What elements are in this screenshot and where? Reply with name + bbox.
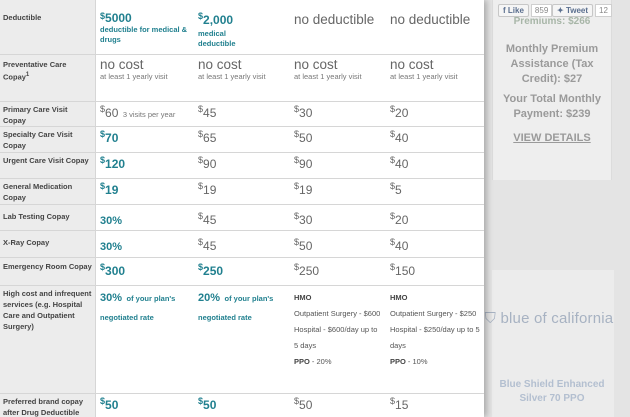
table-row-lab-testing: Lab Testing Copay 30% $45 $30 $20 (0, 205, 484, 231)
cell-medication-plan4: $5 (390, 181, 402, 197)
row-label: Preferred brand copay after Drug Deducti… (0, 394, 96, 417)
facebook-icon: f (503, 6, 506, 15)
value: no deductible (390, 12, 471, 27)
tweet-button[interactable]: ✦ Tweet (552, 4, 594, 17)
cell-specialty-plan1: $70 (100, 129, 119, 145)
cell-urgent-plan2: $90 (198, 155, 217, 171)
table-row-preferred-brand: Preferred brand copay after Drug Deducti… (0, 394, 484, 417)
cell-deductible-plan3: no deductible (290, 0, 386, 54)
twitter-bird-icon: ✦ (557, 6, 564, 15)
view-details-link[interactable]: VIEW DETAILS (513, 132, 591, 144)
plan-name[interactable]: Blue Shield Enhanced Silver 70 PPO (499, 379, 605, 404)
cell-xray-plan1: 30% (100, 241, 123, 253)
cell-deductible-plan1: $5000 deductible for medical & drugs (96, 0, 194, 54)
value: 5000 (105, 11, 132, 25)
cell-highcost-plan4: HMO Outpatient Surgery - $250 Hospital -… (390, 293, 480, 366)
cell-xray-plan4: $40 (390, 237, 409, 253)
table-row-xray: X-Ray Copay 30% $45 $50 $40 (0, 231, 484, 258)
cell-emergency-plan3: $250 (294, 262, 320, 278)
cell-specialty-plan2: $65 (198, 129, 217, 145)
premium-assistance-text: Monthly Premium Assistance (Tax Credit):… (505, 43, 599, 85)
cell-preferred-plan1: $50 (100, 396, 119, 412)
cell-primary-plan4: $20 (390, 104, 409, 120)
cell-preventative-plan2: no cost at least 1 yearly visit (198, 57, 266, 81)
cell-xray-plan2: $45 (198, 237, 217, 253)
row-label: Primary Care Visit Copay (0, 102, 96, 126)
cell-lab-plan1: 30% (100, 215, 123, 227)
cell-emergency-plan1: $300 (100, 262, 126, 278)
blue-shield-logo: ⛉ blue of california (484, 310, 614, 327)
facebook-like-button[interactable]: f Like (498, 4, 529, 17)
row-label: Urgent Care Visit Copay (0, 153, 96, 178)
cell-primary-plan2: $45 (198, 104, 217, 120)
cell-specialty-plan4: $40 (390, 129, 409, 145)
cell-emergency-plan2: $250 (198, 262, 224, 278)
row-label: Deductible (0, 0, 96, 54)
row-label: Preventative Care Copay1 (0, 55, 96, 101)
cell-lab-plan2: $45 (198, 211, 217, 227)
table-row-specialty-care: Specialty Care Visit Copay $70 $65 $50 $… (0, 127, 484, 153)
cell-specialty-plan3: $50 (294, 129, 313, 145)
cell-xray-plan3: $50 (294, 237, 313, 253)
row-label: General Medication Copay (0, 179, 96, 204)
tweet-widget[interactable]: ✦ Tweet 12 (552, 4, 612, 17)
table-row-primary-care: Primary Care Visit Copay $60 3 visits pe… (0, 102, 484, 127)
cell-preventative-plan3: no cost at least 1 yearly visit (294, 57, 362, 81)
note: medical deductible (198, 29, 236, 48)
cell-preferred-plan2: $50 (198, 396, 217, 412)
row-label: Lab Testing Copay (0, 205, 96, 230)
cell-deductible-plan4: no deductible (386, 0, 484, 54)
facebook-like-widget[interactable]: f Like 859 (498, 4, 553, 17)
cell-preferred-plan3: $50 (294, 396, 313, 412)
cell-medication-plan2: $19 (198, 181, 217, 197)
cell-deductible-plan2: $2,000 medical deductible (194, 0, 290, 54)
plan-card (492, 0, 612, 180)
row-label: X-Ray Copay (0, 231, 96, 257)
table-row-general-medication: General Medication Copay $19 $19 $19 $5 (0, 179, 484, 205)
cell-medication-plan3: $19 (294, 181, 313, 197)
cell-medication-plan1: $19 (100, 181, 119, 197)
value: no deductible (294, 12, 375, 27)
row-label: Emergency Room Copay (0, 258, 96, 285)
cell-primary-plan1: $60 3 visits per year (100, 104, 176, 120)
cell-lab-plan3: $30 (294, 211, 313, 227)
plan-comparison-table: Deductible $5000 deductible for medical … (0, 0, 484, 417)
value: 2,000 (203, 13, 234, 27)
table-row-preventative: Preventative Care Copay1 no cost at least… (0, 55, 484, 102)
note: deductible for medical & drugs (100, 25, 188, 44)
cell-lab-plan4: $20 (390, 211, 409, 227)
cell-urgent-plan4: $40 (390, 155, 409, 171)
table-row-deductible: Deductible $5000 deductible for medical … (0, 0, 484, 55)
cell-primary-plan3: $30 (294, 104, 313, 120)
premiums-text: Premiums: $266 (513, 17, 591, 27)
row-label: Specialty Care Visit Copay (0, 127, 96, 152)
row-label: High cost and infrequent services (e.g. … (0, 286, 96, 393)
cell-emergency-plan4: $150 (390, 262, 416, 278)
cell-preferred-plan4: $15 (390, 396, 409, 412)
table-row-high-cost-services: High cost and infrequent services (e.g. … (0, 286, 484, 394)
cell-highcost-plan2: 20% of your plan's negotiated rate (198, 292, 274, 322)
plan-logo-card (492, 270, 614, 417)
shield-icon: ⛉ (484, 310, 497, 327)
cell-preventative-plan1: no cost at least 1 yearly visit (100, 57, 168, 81)
cell-urgent-plan3: $90 (294, 155, 313, 171)
table-row-emergency-room: Emergency Room Copay $300 $250 $250 $150 (0, 258, 484, 286)
cell-highcost-plan1: 30% of your plan's negotiated rate (100, 292, 176, 322)
cell-highcost-plan3: HMO Outpatient Surgery - $600 Hospital -… (294, 293, 381, 366)
tweet-count: 12 (595, 4, 612, 17)
like-count: 859 (530, 4, 553, 17)
table-row-urgent-care: Urgent Care Visit Copay $120 $90 $90 $40 (0, 153, 484, 179)
total-monthly-payment: Your Total Monthly Payment: $239 (503, 93, 601, 120)
cell-urgent-plan1: $120 (100, 155, 126, 171)
cell-preventative-plan4: no cost at least 1 yearly visit (390, 57, 458, 81)
